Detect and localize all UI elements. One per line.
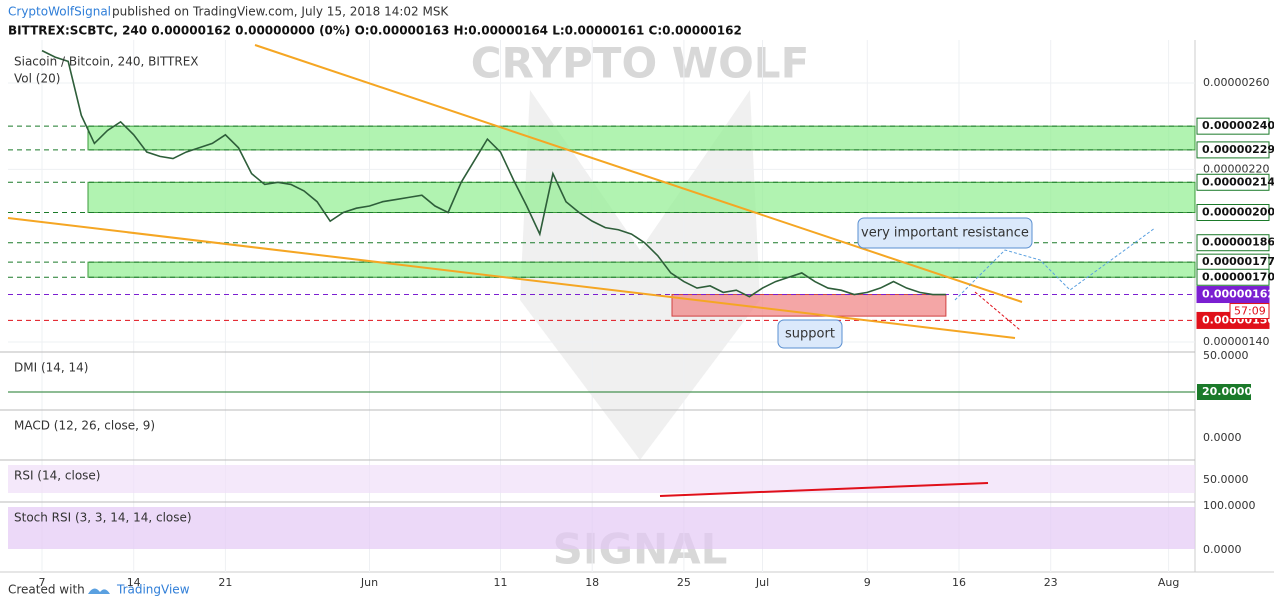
x-tick-label: 21 <box>218 576 232 589</box>
level-box <box>1196 141 1270 159</box>
band <box>8 465 1195 493</box>
x-tick-label: Jun <box>360 576 378 589</box>
x-tick-label: 16 <box>952 576 966 589</box>
callout-text: support <box>785 327 835 342</box>
x-tick-label: 9 <box>864 576 871 589</box>
footer: Created with TradingView <box>8 583 190 597</box>
callout <box>857 217 1033 249</box>
x-tick-label: 18 <box>585 576 599 589</box>
indicator-name: Stoch RSI (3, 3, 14, 14, close) <box>14 511 192 525</box>
indicator-tick: 50.0000 <box>1203 473 1249 486</box>
x-tick-label: 23 <box>1044 576 1058 589</box>
logo <box>88 588 110 594</box>
level-box <box>1196 268 1270 286</box>
x-tick-label: 25 <box>677 576 691 589</box>
x-tick-label: Aug <box>1158 576 1179 589</box>
level-box <box>1196 286 1270 304</box>
author[interactable]: CryptoWolfSignal <box>8 5 111 19</box>
x-tick-label: Jul <box>755 576 769 589</box>
price-line <box>41 49 946 298</box>
indicator-name: DMI (14, 14) <box>14 361 88 375</box>
zone <box>671 294 947 317</box>
zone <box>87 125 1196 151</box>
callout <box>777 319 843 349</box>
x-tick-label: 7 <box>39 576 46 589</box>
level-label: 0.00000177 <box>1202 255 1274 268</box>
indicator-tick: 0.0000 <box>1203 431 1242 444</box>
y-tick-label: 0.00000140 <box>1203 335 1269 348</box>
symbol-line: BITTREX:SCBTC, 240 0.00000162 0.00000000… <box>8 24 742 38</box>
band <box>8 507 1195 549</box>
level-label: 0.00000229 <box>1202 143 1274 156</box>
level-label: 0.00000186 <box>1202 236 1274 249</box>
indicator-tick: 100.0000 <box>1203 499 1256 512</box>
level-label: 20.0000 <box>1202 385 1252 398</box>
footer-brand[interactable]: TradingView <box>116 583 190 597</box>
zone <box>87 261 1196 278</box>
watermark: CRYPTO WOLF <box>471 39 810 88</box>
indicator-tick: 50.0000 <box>1203 349 1249 362</box>
level-label: 0.00000240 <box>1202 119 1274 132</box>
countdown: 57:09 <box>1234 305 1266 318</box>
level-box <box>1197 384 1251 400</box>
level-label: 0.00000170 <box>1202 270 1274 283</box>
y-tick-label: 0.00000260 <box>1203 76 1269 89</box>
x-tick-label: 14 <box>127 576 141 589</box>
main-pane: 7 14 21 Jun 11 18 25 Jul 9 16 23 Aug 0.00000140 0.000… <box>0 40 1274 589</box>
level-box <box>1196 204 1270 222</box>
level-box <box>1196 234 1270 252</box>
zone <box>87 181 1196 214</box>
indicator-name: MACD (12, 26, close, 9) <box>14 419 155 433</box>
chart-title: Siacoin / Bitcoin, 240, BITTREX <box>14 55 199 69</box>
y-tick-label: 0.00000220 <box>1203 162 1269 175</box>
level-box <box>1196 173 1270 191</box>
countdown-box <box>1229 303 1270 320</box>
level-label: 0.00000162 <box>1202 288 1274 301</box>
published: published on TradingView.com, July 15, 2… <box>112 5 449 19</box>
trendline <box>254 44 1023 303</box>
trendline <box>7 217 1016 339</box>
indicator-name: RSI (14, close) <box>14 469 100 483</box>
projection <box>954 227 1156 301</box>
footer-text: Created with <box>8 583 85 597</box>
chart-subtitle: Vol (20) <box>14 72 60 86</box>
level-label: 0.00000200 <box>1202 206 1274 219</box>
callout-text: very important resistance <box>861 226 1029 241</box>
level-label: 0.00000214 <box>1202 175 1274 188</box>
indicator-tick: 0.0000 <box>1203 543 1242 556</box>
x-tick-label: 11 <box>494 576 508 589</box>
level-box <box>1196 117 1270 135</box>
rsi-trendline <box>659 482 989 497</box>
